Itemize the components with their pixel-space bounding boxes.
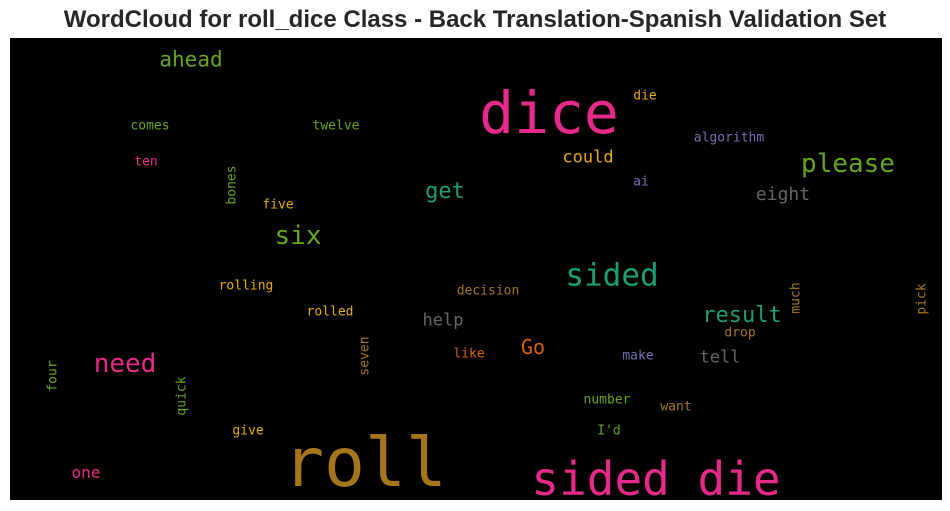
word-number: number bbox=[583, 392, 631, 408]
word-much: much bbox=[788, 282, 804, 314]
word-i-d: I'd bbox=[597, 423, 621, 439]
word-comes: comes bbox=[130, 118, 170, 134]
word-go: Go bbox=[520, 335, 546, 359]
word-eight: eight bbox=[755, 184, 811, 205]
word-roll: roll bbox=[283, 424, 447, 500]
word-help: help bbox=[422, 310, 464, 331]
word-need: need bbox=[93, 349, 157, 379]
word-four: four bbox=[45, 360, 61, 392]
word-seven: seven bbox=[357, 336, 373, 376]
word-get: get bbox=[425, 179, 465, 204]
word-like: like bbox=[453, 346, 485, 362]
word-please: please bbox=[801, 149, 895, 179]
word-rolled: rolled bbox=[306, 304, 354, 320]
word-dice: dice bbox=[479, 79, 619, 147]
word-quick: quick bbox=[174, 376, 190, 416]
word-sided-die: sided die bbox=[531, 452, 781, 500]
word-tell: tell bbox=[699, 347, 741, 368]
word-result: result bbox=[702, 303, 782, 328]
word-ahead: ahead bbox=[159, 47, 223, 72]
word-drop: drop bbox=[724, 325, 756, 341]
word-sided: sided bbox=[565, 257, 659, 294]
word-could: could bbox=[562, 147, 614, 168]
word-six: six bbox=[274, 221, 322, 251]
wordcloud-canvas: dice roll sided die sided please six need ahead… bbox=[10, 38, 942, 500]
word-make: make bbox=[622, 348, 654, 364]
word-pick: pick bbox=[914, 283, 930, 315]
word-ai: ai bbox=[633, 174, 649, 190]
word-one: one bbox=[71, 463, 101, 482]
word-five: five bbox=[262, 197, 294, 213]
word-twelve: twelve bbox=[312, 118, 360, 134]
word-want: want bbox=[660, 399, 692, 415]
word-die: die bbox=[633, 88, 657, 104]
chart-title: WordCloud for roll_dice Class - Back Tra… bbox=[63, 6, 887, 33]
word-rolling: rolling bbox=[218, 278, 274, 294]
word-decision: decision bbox=[456, 283, 520, 299]
word-algorithm: algorithm bbox=[693, 130, 765, 146]
word-give: give bbox=[232, 423, 264, 439]
word-ten: ten bbox=[134, 154, 158, 170]
word-bones: bones bbox=[224, 165, 240, 205]
